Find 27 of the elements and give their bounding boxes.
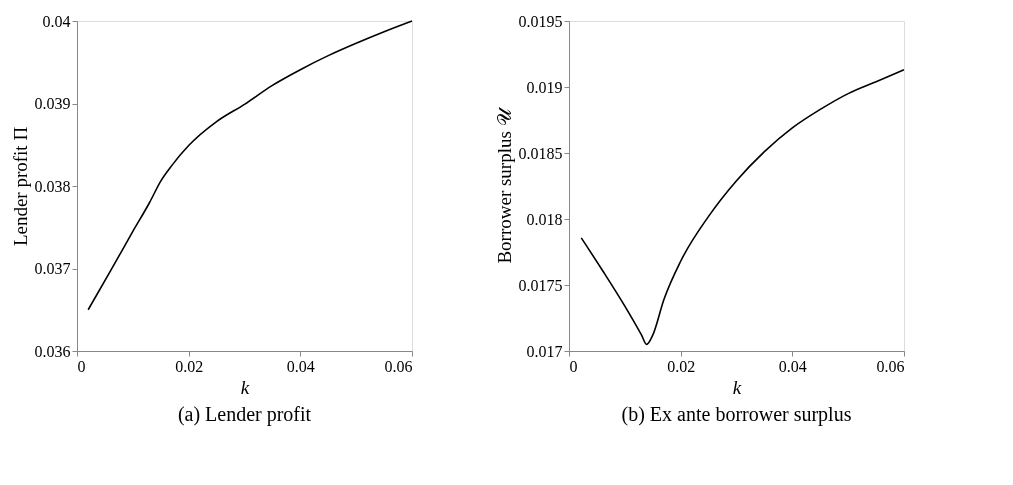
- x-tick-label: 0.06: [384, 357, 413, 375]
- y-axis-title: Lender profit Π: [9, 126, 31, 247]
- y-axis-title: Borrower surplus 𝒰: [493, 106, 515, 264]
- y-tick-label: 0.0175: [518, 276, 563, 294]
- x-axis-title: k: [732, 376, 742, 398]
- x-axis-title: k: [240, 376, 250, 398]
- x-tick-label: 0.06: [876, 357, 905, 375]
- y-tick-label: 0.037: [34, 260, 71, 277]
- y-tick-label: 0.018: [526, 210, 563, 228]
- y-tick-label: 0.017: [526, 342, 563, 360]
- x-tick-label: 0.02: [175, 357, 204, 375]
- line-series: [580, 69, 905, 346]
- y-tick-label: 0.04: [42, 12, 71, 30]
- x-tick-label: 0.02: [667, 357, 696, 375]
- y-tick-label: 0.039: [34, 95, 71, 112]
- text: (a) Lender profit: [177, 403, 312, 426]
- text: (b) Ex ante borrower surplus: [621, 403, 852, 426]
- x-tick-label: 0: [569, 357, 578, 375]
- y-tick-label: 0.019: [526, 78, 563, 96]
- y-tick-label: 0.0185: [518, 144, 563, 162]
- x-tick-label: 0: [77, 357, 86, 375]
- x-tick-label: 0.04: [778, 357, 807, 375]
- y-tick-label: 0.038: [34, 177, 71, 195]
- x-tick-label: 0.04: [286, 357, 315, 375]
- y-tick-label: 0.0195: [518, 12, 563, 30]
- y-tick-label: 0.036: [34, 342, 71, 360]
- line-series: [87, 20, 413, 311]
